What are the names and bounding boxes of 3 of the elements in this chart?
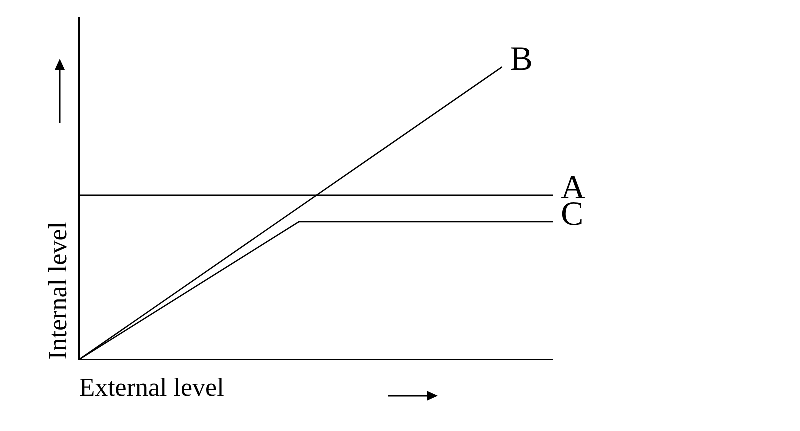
series-label: B: [510, 41, 533, 78]
y-axis-title: Internal level: [43, 222, 72, 360]
x-axis-title: External level: [79, 373, 224, 402]
